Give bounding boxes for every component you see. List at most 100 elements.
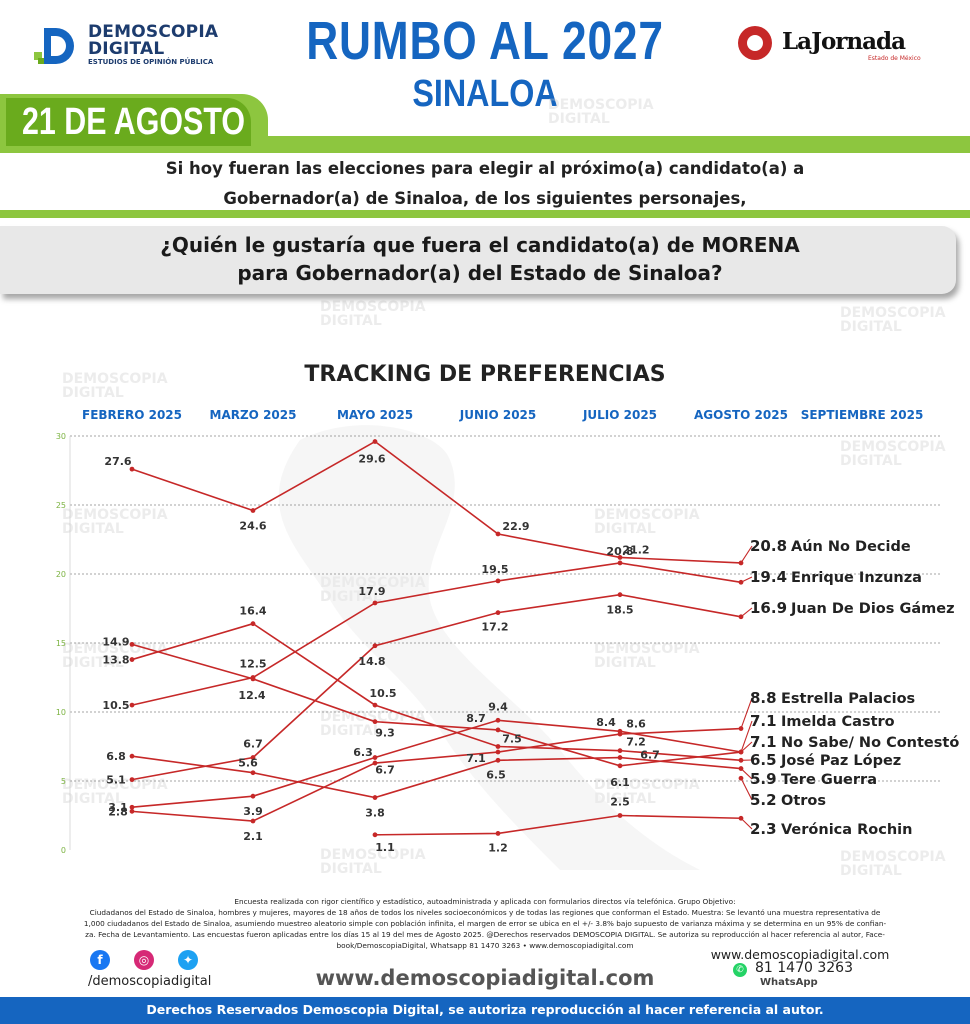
data-label: 2.5 [610, 796, 630, 809]
data-point [250, 755, 256, 760]
series-line [131, 719, 742, 809]
data-label: 3.1 [108, 801, 128, 814]
end-value-label: 6.5 [750, 751, 777, 769]
background-silhouette [278, 425, 700, 870]
footer-bar [0, 997, 970, 1024]
data-point [250, 676, 256, 682]
watermark: DEMOSCOPIA DIGITAL [840, 849, 946, 879]
data-label: 8.4 [596, 716, 616, 729]
data-point [495, 578, 501, 584]
data-point [372, 719, 378, 725]
x-tick-label: AGOSTO 2025 [694, 408, 788, 422]
data-label: 8.6 [626, 717, 646, 730]
data-label: 21.2 [622, 543, 649, 556]
watermark: DEMOSCOPIA DIGITAL [548, 97, 654, 127]
series-name-label: Imelda Castro [781, 714, 895, 730]
la-jornada-seal-icon [738, 26, 772, 60]
phone-number: 81 1470 3263 [755, 960, 853, 976]
data-point [250, 621, 256, 627]
data-point [617, 748, 623, 754]
data-label: 7.5 [502, 733, 522, 746]
watermark: DEMOSCOPIA DIGITAL [840, 439, 946, 469]
data-point [250, 508, 256, 513]
facebook-icon[interactable]: f [90, 950, 110, 970]
data-point [250, 770, 256, 776]
data-point [495, 749, 501, 755]
data-label: 7.2 [626, 736, 646, 749]
watermark: DEMOSCOPIA DIGITAL [62, 507, 168, 537]
data-point [129, 804, 135, 810]
data-point [129, 753, 135, 759]
data-label: 6.7 [243, 738, 263, 751]
series-name-label: Tere Guerra [781, 772, 877, 788]
y-tick-label: 30 [56, 432, 66, 441]
end-value-label: 20.8 [750, 537, 787, 555]
watermark: DEMOSCOPIA DIGITAL [320, 299, 426, 329]
watermark: DEMOSCOPIA DIGITAL [62, 777, 168, 807]
x-tick-label: JUNIO 2025 [459, 408, 537, 422]
watermark: DEMOSCOPIA DIGITAL [840, 305, 946, 335]
data-point [372, 760, 378, 766]
end-connector [740, 720, 753, 753]
data-label: 1.1 [375, 841, 395, 854]
series-name-label: Enrique Inzunza [791, 570, 922, 586]
x-tick-label: FEBRERO 2025 [82, 408, 182, 422]
series-name-label: Verónica Rochin [781, 822, 912, 838]
data-point [495, 610, 501, 616]
data-label: 6.8 [106, 750, 126, 763]
data-label: 6.7 [375, 764, 395, 777]
data-label: 24.6 [239, 520, 266, 533]
end-connector [740, 545, 753, 564]
contact-website[interactable]: www.demoscopiadigital.com [710, 947, 890, 962]
date-label: 21 DE AGOSTO [22, 101, 245, 143]
whatsapp-icon: ✆ [733, 963, 747, 977]
question-box [0, 226, 956, 294]
data-label: 6.7 [640, 749, 660, 762]
series-name-label: José Paz López [780, 753, 901, 769]
x-axis: FEBRERO 2025 MARZO 2025 MAYO 2025 JUNIO 202… [82, 408, 923, 422]
y-tick-label: 20 [56, 570, 66, 579]
end-connector [740, 741, 753, 753]
end-value-label: 7.1 [750, 712, 777, 730]
date-tab-inner [6, 98, 251, 146]
demoscopia-d-icon [34, 28, 74, 64]
page-title: RUMBO AL 2027 [306, 11, 664, 71]
instagram-icon[interactable]: ◎ [134, 950, 154, 970]
data-point [250, 818, 256, 824]
data-label: 3.8 [365, 807, 385, 820]
data-label: 6.5 [486, 768, 506, 781]
end-connector [740, 576, 753, 583]
data-point [372, 795, 378, 800]
data-point [372, 643, 378, 649]
data-label: 12.4 [238, 689, 265, 702]
data-point [372, 600, 378, 606]
x-tick-label: JULIO 2025 [582, 408, 657, 422]
series-name-label: Aún No Decide [791, 539, 911, 555]
watermark: DEMOSCOPIA DIGITAL [320, 575, 426, 605]
whatsapp-label: WhatsApp [760, 977, 818, 988]
website-link[interactable]: www.demoscopiadigital.com [315, 966, 655, 990]
data-point [617, 555, 623, 560]
watermark: DEMOSCOPIA DIGITAL [62, 641, 168, 671]
data-label: 10.5 [369, 687, 396, 700]
series-line [131, 622, 742, 762]
data-label: 5.6 [238, 757, 258, 770]
data-point [372, 702, 378, 708]
y-axis: 0 5 10 15 20 25 30 [56, 432, 66, 855]
y-tick-label: 25 [56, 501, 66, 510]
data-label: 13.8 [102, 654, 129, 667]
logo-subtitle: ESTUDIOS DE OPINIÓN PÚBLICA [88, 58, 214, 66]
end-value-label: 8.8 [750, 689, 777, 707]
series-line [131, 593, 742, 781]
x-tick-label: MAYO 2025 [337, 408, 413, 422]
data-point [129, 657, 135, 662]
data-point [372, 439, 378, 444]
data-label: 19.5 [481, 563, 508, 576]
data-point [372, 832, 378, 838]
rights-text: Derechos Reservados Demoscopia Digital, … [146, 1002, 824, 1017]
twitter-icon[interactable]: ✦ [178, 950, 198, 970]
series-line [131, 755, 742, 799]
data-point [129, 641, 135, 647]
demoscopia-logo: DEMOSCOPIA DIGITAL ESTUDIOS DE OPINIÓN PÚ… [34, 24, 244, 72]
